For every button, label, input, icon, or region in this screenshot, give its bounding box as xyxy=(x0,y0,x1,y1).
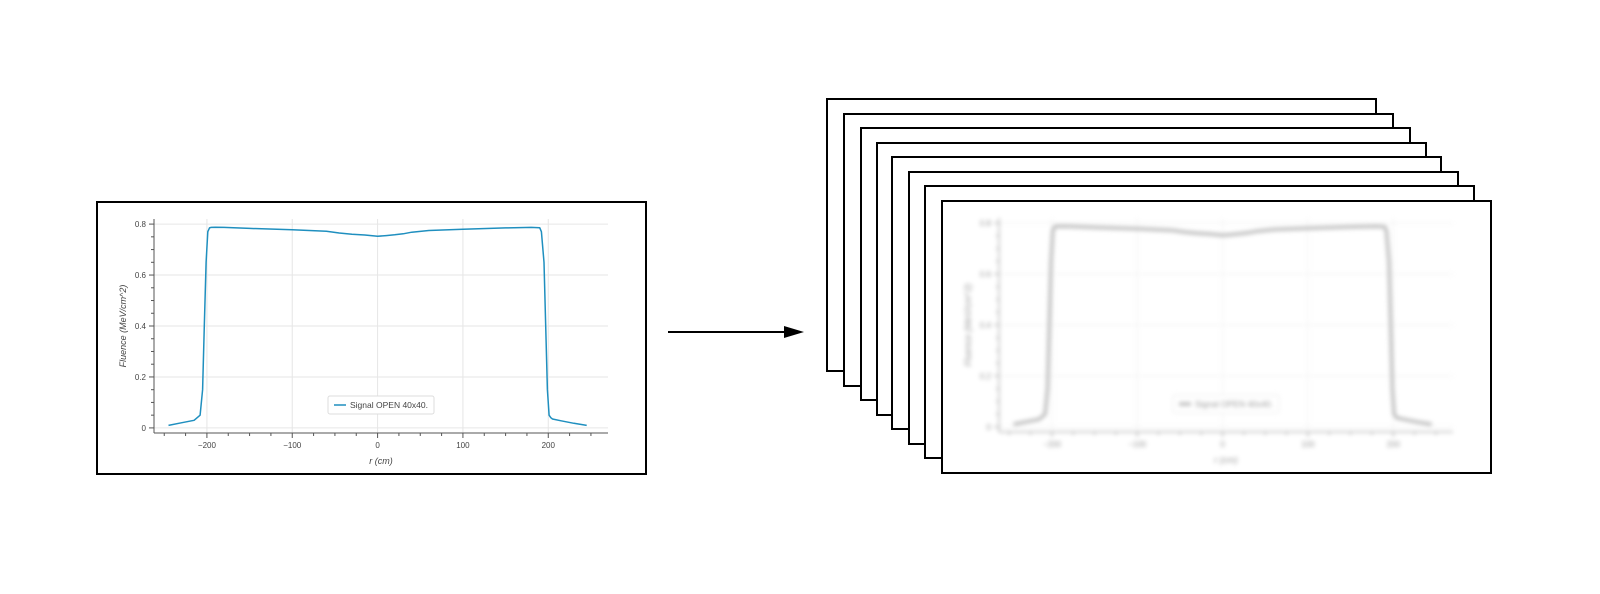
x-tick-label: 0 xyxy=(375,441,380,450)
x-tick-label: 100 xyxy=(1301,440,1315,449)
y-tick-label: 0.4 xyxy=(135,322,147,331)
x-tick-label: 200 xyxy=(1387,440,1401,449)
signal-chart: −200 −100 0 100 200 0 0.2 0.4 0.6 0.8 r (cm) Fluenc… xyxy=(118,219,608,466)
y-tick-label: 0.6 xyxy=(135,271,147,280)
legend: Signal OPEN 40x40. xyxy=(327,395,435,415)
series-line-signal xyxy=(1013,224,1432,427)
x-axis-label: r (cm) xyxy=(1214,455,1238,465)
x-tick-label: 200 xyxy=(542,441,556,450)
signal-chart-frame: −200 −100 0 100 200 0 0.2 0.4 0.6 0.8 r (cm) Fluenc… xyxy=(96,201,647,475)
y-tick-label: 0.2 xyxy=(135,373,147,382)
legend-label: Signal OPEN 40x40. xyxy=(350,400,428,410)
x-tick-label: −100 xyxy=(1128,440,1147,449)
legend-box xyxy=(327,395,435,415)
y-axis-label: Fluence (MeV/cm^2) xyxy=(118,285,128,368)
y-tick-label: 0.8 xyxy=(980,219,992,228)
x-tick-label: −100 xyxy=(283,441,302,450)
blurred-signal-chart: −200 −100 0 100 200 0 0.2 0.4 0.6 0.8 r (cm) Fluenc… xyxy=(963,218,1453,465)
series-line-signal xyxy=(168,226,587,427)
blurred-chart-frame: −200 −100 0 100 200 0 0.2 0.4 0.6 0.8 r (cm) Fluenc… xyxy=(941,200,1492,474)
y-tick-label: 0.4 xyxy=(980,321,992,330)
y-tick-label: 0 xyxy=(142,424,147,433)
y-tick-label: 0.2 xyxy=(980,372,992,381)
y-tick-label: 0 xyxy=(987,423,992,432)
x-tick-label: −200 xyxy=(1043,440,1062,449)
legend-label: Signal OPEN 40x40. xyxy=(1195,399,1273,409)
right-arrow-icon xyxy=(668,326,804,338)
legend: Signal OPEN 40x40. xyxy=(1172,394,1280,414)
legend-box xyxy=(1172,394,1280,414)
x-axis-label: r (cm) xyxy=(369,456,393,466)
y-axis-label: Fluence (MeV/cm^2) xyxy=(963,284,973,367)
x-tick-label: −200 xyxy=(198,441,217,450)
y-tick-label: 0.6 xyxy=(980,270,992,279)
y-tick-label: 0.8 xyxy=(135,220,147,229)
x-tick-label: 0 xyxy=(1220,440,1225,449)
x-tick-label: 100 xyxy=(456,441,470,450)
